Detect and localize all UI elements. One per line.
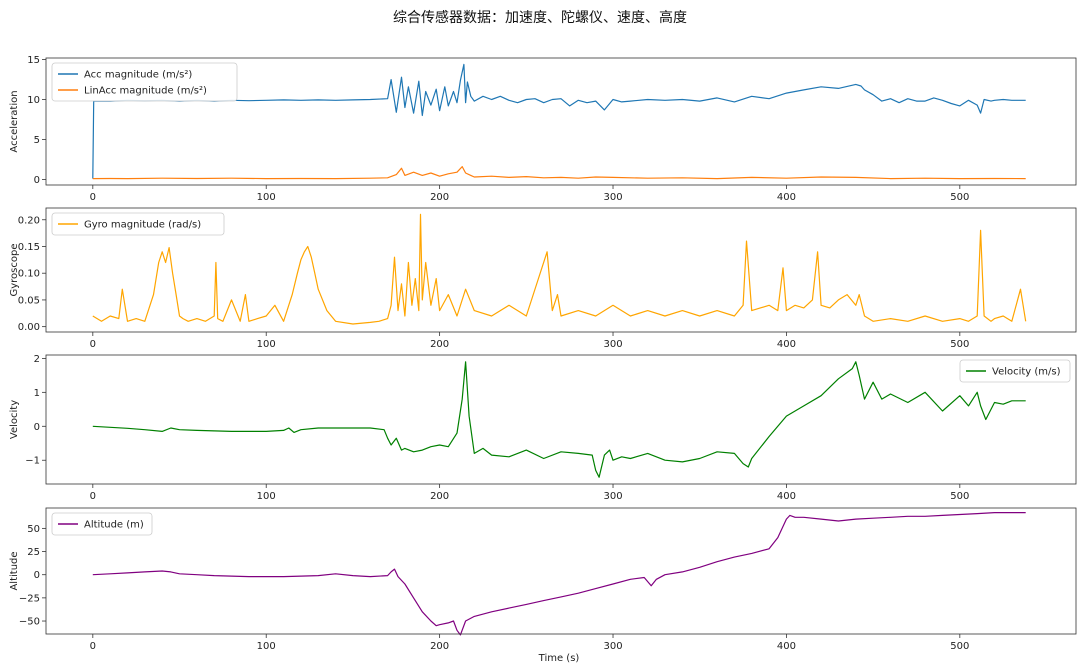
x-tick-label: 500	[950, 192, 969, 203]
legend-label: LinAcc magnitude (m/s²)	[84, 86, 207, 97]
x-tick-label: 400	[777, 339, 796, 350]
x-tick-label: 400	[777, 641, 796, 652]
legend: Velocity (m/s)	[959, 359, 1071, 383]
x-tick-label: 200	[430, 641, 449, 652]
legend: Gyro magnitude (rad/s)	[51, 212, 225, 236]
y-tick-label: −25	[19, 593, 40, 604]
x-tick-label: 200	[430, 192, 449, 203]
x-tick-label: 200	[430, 339, 449, 350]
y-tick-label: 0.20	[18, 215, 40, 226]
y-tick-label: −1	[25, 456, 40, 467]
x-tick-label: 400	[777, 192, 796, 203]
y-tick-label: 5	[34, 135, 40, 146]
x-tick-label: 400	[777, 491, 796, 502]
x-tick-label: 500	[950, 339, 969, 350]
axes-frame	[45, 57, 1077, 186]
legend-box	[51, 62, 238, 102]
legend: Altitude (m)	[51, 512, 153, 536]
subplot-4: 0 100 200 300 400 500 −50 −25 0 25 50 Altitude Altit…	[9, 507, 1077, 652]
subplot-3: 0 100 200 300 400 500 −1 0 1 2 Velocity Velocity (m…	[9, 354, 1077, 502]
subplot-1: 0 100 200 300 400 500 0 5 10 15 Acceleration Acc ma…	[9, 55, 1077, 203]
legend: Acc magnitude (m/s²) LinAcc magnitude (m/…	[51, 62, 238, 102]
legend-label: Velocity (m/s)	[992, 367, 1061, 378]
axes-frame	[45, 354, 1077, 485]
subplot-2: 0 100 200 300 400 500 0.00 0.05 0.10 0.15 0.20 Gyro…	[9, 207, 1077, 350]
legend-label: Gyro magnitude (rad/s)	[84, 220, 201, 231]
x-axis-label: Time (s)	[538, 653, 580, 664]
y-tick-label: −50	[19, 617, 40, 628]
series-line-1-1	[92, 63, 1026, 179]
y-tick-label: 0	[34, 422, 40, 433]
x-tick-label: 200	[430, 491, 449, 502]
x-tick-label: 500	[950, 491, 969, 502]
x-tick-label: 300	[603, 339, 622, 350]
y-tick-label: 10	[27, 95, 40, 106]
y-tick-label: 0.00	[18, 322, 40, 333]
legend-label: Altitude (m)	[84, 520, 144, 531]
y-tick-label: 0.10	[18, 269, 40, 280]
series-line-3-1	[92, 361, 1026, 478]
axes-frame	[45, 507, 1077, 635]
legend-box	[51, 212, 225, 236]
legend-box	[51, 512, 153, 536]
y-tick-label: 1	[34, 388, 40, 399]
y-tick-label: 0	[34, 175, 40, 186]
x-tick-label: 0	[90, 339, 96, 350]
x-tick-label: 100	[257, 641, 276, 652]
y-tick-label: 25	[27, 547, 40, 558]
y-tick-label: 50	[27, 524, 40, 535]
y-tick-label: 15	[27, 55, 40, 66]
legend-label: Acc magnitude (m/s²)	[84, 70, 192, 81]
x-tick-label: 0	[90, 192, 96, 203]
x-tick-label: 100	[257, 339, 276, 350]
series-line-2-1	[92, 213, 1027, 325]
y-tick-label: 0	[34, 570, 40, 581]
x-tick-label: 100	[257, 491, 276, 502]
y-axis-label: Gyroscope	[9, 243, 20, 296]
figure-title: 综合传感器数据：加速度、陀螺仪、速度、高度	[393, 9, 687, 26]
y-axis-label: Acceleration	[9, 90, 20, 152]
x-tick-label: 300	[603, 192, 622, 203]
x-tick-label: 100	[257, 192, 276, 203]
x-tick-label: 0	[90, 641, 96, 652]
legend-box	[959, 359, 1071, 383]
y-tick-label: 0.05	[18, 295, 40, 306]
series-line-1-2	[92, 166, 1026, 180]
y-axis-label: Velocity	[9, 400, 20, 439]
y-tick-label: 0.15	[18, 242, 40, 253]
x-tick-label: 300	[603, 491, 622, 502]
x-tick-label: 500	[950, 641, 969, 652]
x-tick-label: 300	[603, 641, 622, 652]
x-tick-label: 0	[90, 491, 96, 502]
series-line-4-1	[92, 511, 1026, 636]
y-axis-label: Altitude	[9, 551, 20, 590]
y-tick-label: 2	[34, 354, 40, 365]
axes-frame	[45, 207, 1077, 333]
